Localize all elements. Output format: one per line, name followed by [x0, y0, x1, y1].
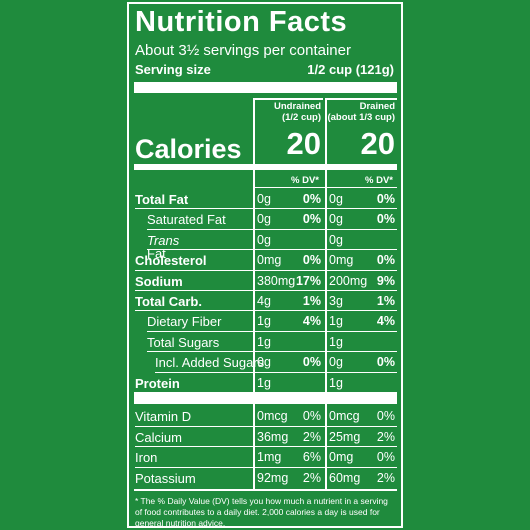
daily-value: 0% — [302, 355, 321, 370]
daily-value: 0% — [302, 253, 321, 268]
amount: 0g — [257, 192, 271, 206]
daily-value: 0% — [376, 212, 395, 227]
daily-value: 0% — [376, 450, 395, 465]
row-rule — [135, 310, 397, 312]
column-name: Undrained — [274, 101, 321, 112]
amount: 3g — [329, 294, 343, 308]
daily-value: 0% — [302, 409, 321, 423]
row-rule — [135, 269, 397, 271]
dv-header: % DV* — [291, 175, 319, 186]
row-rule — [135, 208, 397, 210]
row-rule — [147, 249, 397, 251]
daily-value: 2% — [302, 470, 321, 485]
amount: 0g — [329, 232, 343, 247]
row-label-italic: Trans — [147, 232, 180, 248]
label-border — [127, 2, 403, 528]
daily-value: 2% — [302, 429, 321, 444]
calories-value: 20 — [360, 126, 395, 161]
row-label: Calcium — [135, 429, 182, 445]
daily-value: 0% — [302, 212, 321, 227]
row-label: Potassium — [135, 470, 196, 486]
amount: 1g — [329, 375, 343, 390]
thick-rule — [134, 82, 397, 93]
row-label: Iron — [135, 450, 158, 466]
amount: 1g — [257, 375, 271, 390]
medium-rule — [134, 164, 397, 170]
row-rule — [135, 446, 397, 448]
amount: 36mg — [257, 429, 289, 444]
row-label: Cholesterol — [135, 253, 207, 269]
amount: 0mcg — [329, 409, 360, 423]
daily-value: 0% — [376, 355, 395, 370]
amount: 0g — [257, 232, 271, 247]
row-label: Saturated Fat — [147, 212, 226, 228]
amount: 1g — [257, 334, 271, 349]
title: Nutrition Facts — [135, 6, 348, 38]
daily-value: 2% — [376, 470, 395, 485]
row-rule — [147, 351, 397, 353]
amount: 0mg — [329, 253, 354, 268]
amount: 380mg — [257, 273, 296, 288]
column-detail: (about 1/3 cup) — [327, 112, 395, 123]
thin-rule — [134, 489, 397, 491]
amount: 0g — [257, 355, 271, 370]
amount: 0g — [329, 192, 343, 206]
row-rule — [155, 371, 397, 373]
amount: 0mcg — [257, 409, 288, 423]
column-name: Drained — [359, 101, 395, 112]
amount: 1mg — [257, 450, 282, 465]
amount: 92mg — [257, 470, 289, 485]
daily-value: 0% — [302, 192, 321, 206]
row-label: Sodium — [135, 273, 183, 289]
row-label: Incl. Added Sugars — [155, 355, 265, 371]
amount: 1g — [329, 314, 343, 329]
calories-value: 20 — [286, 126, 321, 161]
daily-value: 17% — [295, 273, 321, 288]
row-label: Total Carb. — [135, 294, 202, 309]
amount: 200mg — [329, 273, 368, 288]
amount: 0g — [329, 355, 343, 370]
amount: 4g — [257, 294, 271, 308]
amount: 60mg — [329, 470, 361, 485]
amount: 25mg — [329, 429, 361, 444]
column-detail: (1/2 cup) — [281, 112, 321, 123]
daily-value: 1% — [376, 294, 395, 308]
daily-value: 0% — [376, 253, 395, 268]
daily-value: 6% — [302, 450, 321, 465]
row-rule — [135, 466, 397, 468]
dv-header: % DV* — [365, 175, 393, 186]
row-label: Dietary Fiber — [147, 314, 222, 330]
daily-value: 9% — [376, 273, 395, 288]
rule — [253, 187, 397, 188]
amount: 1g — [257, 314, 271, 329]
amount: 0g — [329, 212, 343, 227]
servings: About 3½ servings per container — [135, 42, 351, 59]
amount: 1g — [329, 334, 343, 349]
column-box — [253, 98, 323, 489]
daily-value: 1% — [302, 294, 321, 308]
row-label: Total Fat — [135, 192, 189, 207]
serving-size-value: 1/2 cup (121g) — [307, 62, 394, 77]
row-label: Total Sugars — [147, 334, 220, 350]
daily-value: 4% — [376, 314, 395, 329]
row-rule — [135, 425, 397, 427]
amount: 0mg — [257, 253, 282, 268]
row-label: Protein — [135, 375, 180, 391]
daily-value: 0% — [376, 192, 395, 206]
column-box — [325, 98, 397, 489]
amount: 0g — [257, 212, 271, 227]
row-rule — [147, 228, 397, 230]
amount: 0mg — [329, 450, 354, 465]
daily-value: 0% — [376, 409, 395, 423]
serving-size-label: Serving size — [135, 62, 211, 77]
calories-label: Calories — [135, 134, 242, 164]
footnote: * The % Daily Value (DV) tells you how m… — [135, 496, 388, 528]
row-rule — [135, 290, 397, 291]
row-label: Vitamin D — [135, 409, 192, 424]
thick-rule — [134, 392, 397, 404]
daily-value: 4% — [302, 314, 321, 329]
daily-value: 2% — [376, 429, 395, 444]
row-rule — [147, 330, 397, 332]
